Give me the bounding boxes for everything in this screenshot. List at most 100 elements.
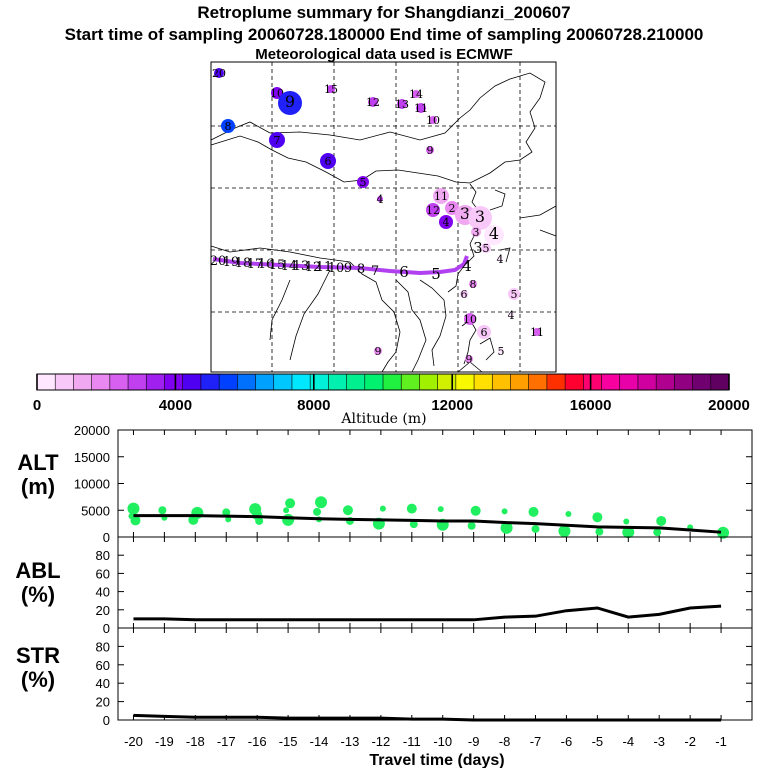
colorbar-swatch xyxy=(91,374,111,390)
altitude-scatter-point xyxy=(501,508,508,515)
map-marker-label: 4 xyxy=(489,224,499,243)
map-marker-dot xyxy=(439,215,453,229)
map-marker-dot xyxy=(508,288,520,300)
map-marker-dot xyxy=(412,90,420,98)
map-marker-dot xyxy=(377,196,383,202)
colorbar-swatch xyxy=(383,374,402,390)
map-marker-dot xyxy=(481,243,491,253)
mean-trajectory-line xyxy=(212,255,469,276)
map-marker-dot xyxy=(426,203,440,217)
chart-title: Retroplume summary for Shangdianzi_20060… xyxy=(197,3,571,22)
x-tick-label: -19 xyxy=(155,734,174,749)
altitude-scatter-point xyxy=(595,527,604,536)
x-tick-label: -2 xyxy=(684,734,696,749)
map-marker-label: 14 xyxy=(409,88,423,101)
panel-alt: ALT(m) 0 5000 10000 15000 20000 xyxy=(17,423,753,545)
map-marker-dot xyxy=(269,132,285,148)
colorbar-tick-label: 20000 xyxy=(708,397,750,414)
map-marker-label: 7 xyxy=(274,134,281,147)
y-tick-label: 80 xyxy=(96,639,110,654)
map-marker-dot xyxy=(468,206,492,230)
map-marker-label: 8 xyxy=(470,278,477,291)
altitude-scatter-point xyxy=(623,518,630,525)
colorbar-swatch xyxy=(128,374,147,390)
trajectory-day-label: 11 xyxy=(316,260,333,275)
panel-ylabel: ALT xyxy=(17,450,59,475)
altitude-scatter-point xyxy=(717,526,730,539)
trajectory-day-label: 4 xyxy=(462,257,472,275)
map-marker-label: 15 xyxy=(324,83,338,96)
y-tick-label: 20000 xyxy=(74,423,110,438)
x-axis-label: Travel time (days) xyxy=(369,752,504,768)
map-gridlines xyxy=(211,62,556,372)
altitude-scatter-point xyxy=(315,496,328,509)
map-marker-dot xyxy=(327,85,335,93)
map-marker-dot xyxy=(416,103,426,113)
x-tick-label: -8 xyxy=(499,734,511,749)
colorbar-swatch xyxy=(200,374,220,390)
map-marker-label: 3 xyxy=(460,204,470,223)
colorbar-tick-label: 4000 xyxy=(159,397,192,414)
map-marker-dot xyxy=(465,355,473,363)
map-marker-dot xyxy=(320,153,336,169)
map-marker-dot xyxy=(357,176,369,188)
colorbar-swatch xyxy=(237,374,257,390)
colorbar-swatch xyxy=(692,374,712,390)
altitude-scatter-point xyxy=(158,506,167,515)
map-marker-dot xyxy=(374,347,382,355)
trajectory-day-label: 8 xyxy=(357,262,365,277)
panel-ylabel-unit: (m) xyxy=(21,474,55,499)
colorbar-tick-label: 8000 xyxy=(297,397,330,414)
trajectory-day-label: 17 xyxy=(247,257,264,272)
map-marker-label: 10 xyxy=(463,313,477,326)
x-tick-label: -12 xyxy=(371,734,390,749)
colorbar-swatch xyxy=(109,374,129,390)
colorbar-swatch xyxy=(474,374,493,390)
map-marker-dot xyxy=(221,119,235,133)
map-marker-label: 9 xyxy=(375,345,382,358)
colorbar-tick-label: 0 xyxy=(33,397,41,414)
colorbar-swatch xyxy=(73,374,93,390)
map-marker-dot xyxy=(368,97,378,107)
altitude-scatter-point xyxy=(531,524,540,533)
altitude-scatter-point xyxy=(255,516,264,525)
trajectory-day-label: 20 xyxy=(210,254,227,269)
altitude-scatter-point xyxy=(622,526,635,539)
trajectory-day-label: 19 xyxy=(223,255,240,270)
y-tick-label: 20 xyxy=(96,603,110,618)
trajectory-day-label: 9 xyxy=(344,261,352,276)
y-tick-label: 80 xyxy=(96,548,110,563)
colorbar-swatch xyxy=(656,374,675,390)
map-marker-label: 10 xyxy=(426,114,440,127)
map-marker-dot xyxy=(271,87,283,99)
map-marker-dot xyxy=(477,325,491,339)
y-tick-label: 0 xyxy=(103,621,110,636)
colorbar-swatch xyxy=(37,374,56,390)
altitude-scatter-point xyxy=(282,513,295,526)
y-tick-label: 0 xyxy=(103,530,110,545)
map-marker-dot xyxy=(214,68,224,78)
panel-abl: ABL(%) 0 20 40 60 80 xyxy=(15,536,753,636)
colorbar-swatch xyxy=(546,374,566,390)
map-marker-dot xyxy=(433,188,449,204)
altitude-scatter-point xyxy=(283,507,290,514)
colorbar-swatch xyxy=(455,374,475,390)
x-tick-label: -5 xyxy=(592,734,604,749)
sampling-times-subtitle: Start time of sampling 20060728.180000 E… xyxy=(64,25,704,44)
trajectory-day-label: 5 xyxy=(431,265,441,283)
colorbar-tick-label: 16000 xyxy=(570,397,612,414)
y-tick-label: 60 xyxy=(96,566,110,581)
x-tick-label: -18 xyxy=(186,734,205,749)
trajectory-day-label: 13 xyxy=(293,259,310,274)
map-marker-label: 20 xyxy=(212,67,226,80)
altitude-scatter-point xyxy=(500,521,513,534)
map-marker-dot xyxy=(497,256,503,262)
map-marker-label: 4 xyxy=(443,216,450,229)
map-marker-label: 9 xyxy=(466,353,473,366)
meteorological-data-subtitle: Meteorological data used is ECMWF xyxy=(255,46,513,63)
map-marker-label: 6 xyxy=(461,288,468,301)
map-marker-label: 6 xyxy=(325,155,332,168)
panel-ylabel: STR xyxy=(16,643,60,668)
colorbar-swatch xyxy=(328,374,348,390)
trajectory-day-label: 12 xyxy=(305,260,322,275)
